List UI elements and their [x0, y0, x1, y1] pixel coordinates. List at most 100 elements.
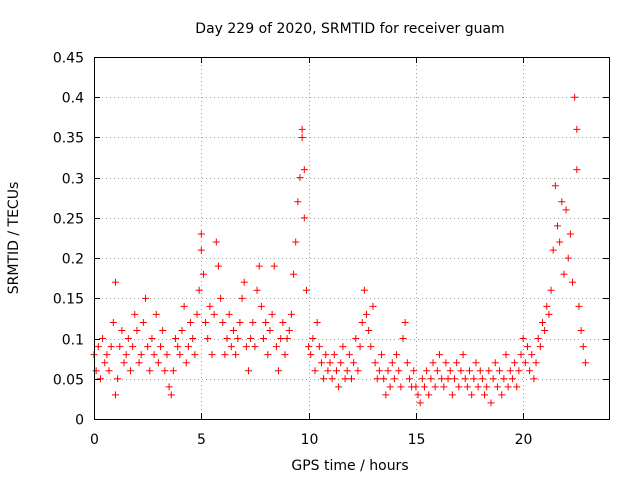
data-point — [335, 383, 343, 391]
data-point — [446, 367, 454, 375]
data-point — [363, 310, 371, 318]
data-point — [94, 343, 102, 351]
data-point — [354, 367, 362, 375]
data-point — [541, 327, 549, 335]
data-point — [120, 359, 128, 367]
data-point — [317, 359, 325, 367]
data-point — [217, 294, 225, 302]
data-point — [219, 318, 227, 326]
y-tick-label: 0.05 — [53, 373, 84, 389]
data-point — [513, 383, 521, 391]
data-point — [545, 310, 553, 318]
data-point — [150, 351, 158, 359]
data-point — [137, 351, 145, 359]
data-point — [337, 359, 345, 367]
data-point — [142, 294, 149, 302]
data-point — [451, 375, 458, 383]
y-tick-label: 0.1 — [62, 333, 84, 349]
data-point — [225, 310, 233, 318]
data-point — [266, 327, 274, 335]
data-point — [270, 262, 278, 270]
data-points — [90, 93, 589, 407]
x-tick-label: 15 — [408, 432, 426, 448]
data-point — [579, 343, 587, 351]
x-tick-label: 5 — [197, 432, 206, 448]
data-point — [242, 343, 250, 351]
data-point — [298, 125, 306, 133]
data-point — [556, 238, 564, 246]
data-point — [199, 270, 207, 278]
y-axis-title: SRMTID / TECUs — [6, 182, 22, 295]
data-point — [221, 351, 229, 359]
data-point — [302, 286, 310, 294]
data-point — [253, 286, 261, 294]
data-point — [210, 310, 218, 318]
data-point — [435, 351, 443, 359]
x-tick-label: 20 — [515, 432, 533, 448]
data-point — [367, 343, 375, 351]
data-point — [223, 335, 231, 343]
data-point — [96, 375, 104, 383]
data-point — [202, 318, 210, 326]
data-point — [496, 367, 504, 375]
data-point — [227, 343, 235, 351]
data-point — [453, 359, 461, 367]
data-point — [493, 383, 501, 391]
data-point — [139, 318, 147, 326]
data-point — [260, 335, 268, 343]
y-tick-label: 0 — [75, 413, 84, 429]
data-point — [470, 375, 478, 383]
data-point — [176, 351, 184, 359]
data-point — [172, 335, 180, 343]
data-point — [229, 327, 237, 335]
grid-layer — [94, 57, 609, 419]
data-point — [328, 375, 336, 383]
data-point — [554, 222, 561, 230]
data-point — [238, 294, 246, 302]
data-point — [126, 367, 134, 375]
data-point — [350, 359, 358, 367]
data-point — [206, 302, 214, 310]
data-point — [313, 318, 321, 326]
data-point — [114, 375, 122, 383]
data-point — [429, 359, 437, 367]
data-point — [283, 335, 291, 343]
data-point — [474, 383, 482, 391]
data-point — [562, 206, 570, 214]
data-point — [515, 367, 523, 375]
data-point — [521, 359, 529, 367]
data-point — [257, 302, 265, 310]
data-point — [558, 198, 566, 206]
data-point — [152, 310, 160, 318]
data-point — [526, 367, 534, 375]
data-point — [311, 367, 319, 375]
data-point — [272, 343, 280, 351]
data-point — [506, 367, 514, 375]
data-point — [395, 367, 403, 375]
data-point — [281, 351, 289, 359]
data-point — [180, 302, 188, 310]
data-point — [390, 375, 398, 383]
data-point — [161, 367, 169, 375]
data-point — [418, 375, 426, 383]
data-point — [296, 174, 304, 182]
data-point — [476, 367, 484, 375]
data-point — [169, 367, 177, 375]
data-point — [122, 351, 130, 359]
data-point — [466, 367, 474, 375]
data-point — [305, 343, 313, 351]
data-point — [290, 270, 298, 278]
data-point — [236, 318, 244, 326]
data-point — [491, 359, 499, 367]
data-point — [133, 327, 141, 335]
data-point — [581, 359, 589, 367]
data-point — [472, 359, 480, 367]
data-point — [144, 343, 152, 351]
data-point — [116, 343, 124, 351]
data-point — [214, 262, 222, 270]
data-point — [326, 359, 334, 367]
data-point — [384, 367, 392, 375]
data-point — [208, 351, 216, 359]
data-point — [204, 335, 212, 343]
